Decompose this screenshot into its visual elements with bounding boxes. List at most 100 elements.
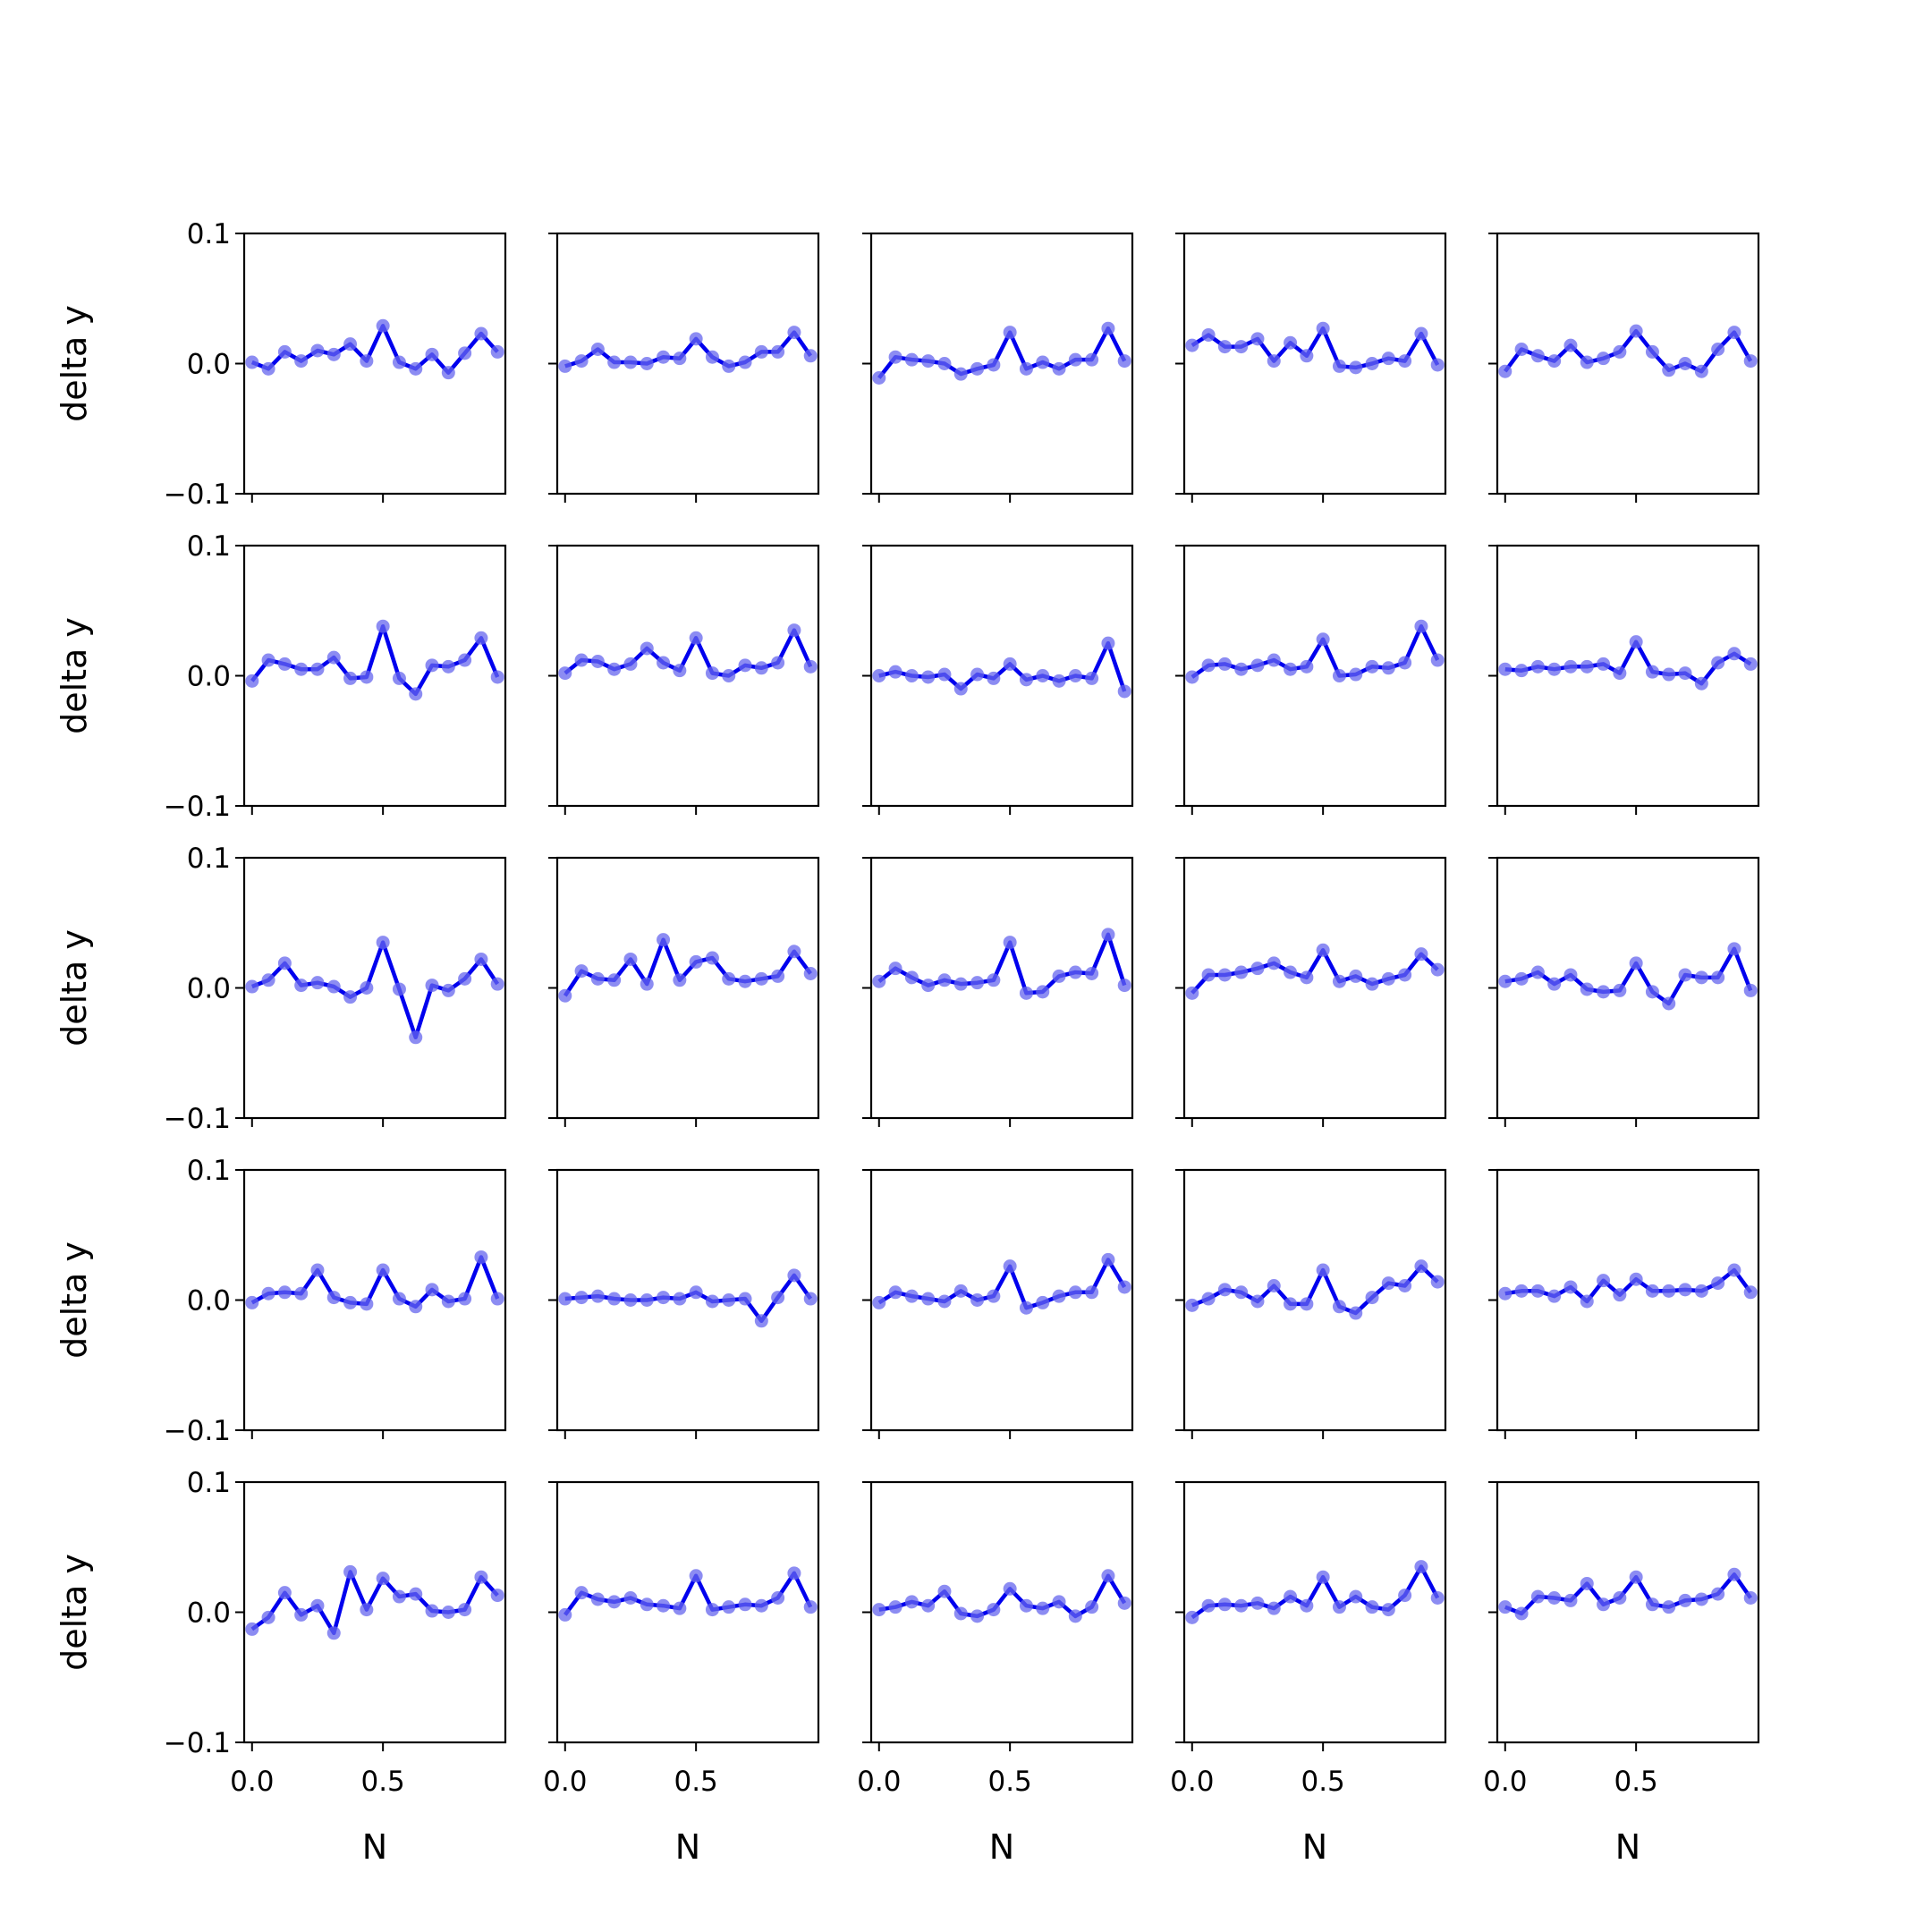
data-point [987, 1289, 1001, 1303]
data-point [754, 661, 768, 675]
data-point [1117, 354, 1131, 369]
data-point [1678, 968, 1692, 982]
data-point [474, 1250, 488, 1264]
data-point [1201, 1598, 1216, 1613]
data-point [872, 1603, 886, 1617]
data-point [1217, 1283, 1232, 1297]
data-point [1727, 326, 1741, 340]
data-point [1349, 667, 1363, 682]
data-point [1349, 360, 1363, 375]
data-point [490, 977, 504, 991]
series-line [564, 330, 813, 369]
data-point [310, 976, 325, 990]
data-point [1316, 632, 1330, 647]
data-point [1530, 1284, 1545, 1298]
data-point [987, 358, 1001, 372]
data-point [1645, 1597, 1659, 1612]
x-tick-label: 0.0 [857, 1766, 901, 1798]
data-point [277, 956, 292, 970]
data-point [722, 1600, 736, 1614]
data-point [294, 662, 309, 676]
data-point [657, 1291, 671, 1305]
data-point [1662, 667, 1676, 682]
data-point [1678, 357, 1692, 370]
data-point [1068, 352, 1082, 367]
data-point [1085, 966, 1099, 980]
data-point [1085, 352, 1099, 367]
data-point [1332, 974, 1346, 988]
data-point [937, 1584, 952, 1598]
data-point [1694, 1284, 1708, 1298]
data-point [1217, 1597, 1232, 1612]
data-point [1629, 956, 1643, 970]
data-point [921, 354, 936, 369]
y-axis-label: delta y [55, 617, 94, 734]
data-point [689, 1569, 703, 1583]
data-point [1547, 977, 1562, 991]
data-point [705, 1294, 719, 1309]
data-point [1003, 936, 1017, 950]
data-point [722, 971, 736, 986]
data-point [921, 670, 936, 684]
data-point [474, 952, 488, 966]
y-tick-label: 0.1 [187, 843, 231, 875]
data-point [474, 326, 488, 341]
data-point [392, 982, 406, 996]
data-point [607, 662, 622, 676]
y-tick-label: −0.1 [164, 1103, 231, 1135]
data-point [1300, 659, 1314, 674]
data-point [1250, 658, 1265, 673]
data-point [245, 674, 259, 688]
data-point [1381, 352, 1395, 366]
data-point [970, 667, 985, 682]
y-axis-label: delta y [55, 929, 94, 1046]
data-point [1414, 326, 1428, 341]
data-point [1498, 974, 1513, 988]
data-point [738, 355, 752, 369]
data-point [1694, 364, 1708, 378]
data-point [1694, 970, 1708, 985]
data-point [689, 1285, 703, 1300]
data-point [1316, 943, 1330, 957]
data-point [1019, 361, 1033, 376]
data-point [490, 1292, 504, 1306]
data-point [607, 1292, 622, 1306]
y-tick-label: 0.0 [187, 349, 231, 381]
data-point [1645, 344, 1659, 359]
data-point [803, 349, 818, 363]
data-point [343, 1564, 358, 1579]
data-point [640, 641, 654, 656]
data-point [1662, 1284, 1676, 1298]
data-point [1678, 666, 1692, 681]
data-point [590, 342, 605, 356]
data-point [1381, 971, 1395, 986]
data-point [1597, 1274, 1611, 1288]
data-point [657, 350, 671, 364]
data-point [1662, 996, 1676, 1011]
data-point [1629, 1570, 1643, 1584]
subplot-r5-c3: 0.0 0.5 N [857, 1480, 1134, 1867]
data-point [1613, 1590, 1627, 1605]
subplot-r3-c2 [548, 856, 820, 1127]
data-point [574, 964, 589, 979]
data-point [754, 1314, 768, 1328]
data-point [376, 619, 390, 633]
data-point [1711, 342, 1725, 356]
data-point [474, 631, 488, 645]
data-point [1629, 1272, 1643, 1286]
series-line [1504, 946, 1753, 1006]
data-point [574, 653, 589, 667]
data-point [1019, 986, 1033, 1000]
subplot-r4-c5 [1488, 1168, 1760, 1439]
series-line [877, 932, 1127, 996]
subplot-r2-c1: −0.1 0.0 0.1 delta y [55, 530, 507, 823]
data-point [623, 1590, 638, 1605]
data-point [490, 670, 504, 684]
data-point [1036, 669, 1050, 682]
data-point [1727, 942, 1741, 956]
data-point [1381, 1603, 1395, 1617]
series-line [1191, 326, 1440, 370]
data-point [1052, 969, 1066, 983]
data-point [392, 1589, 406, 1604]
data-point [1727, 1263, 1741, 1277]
